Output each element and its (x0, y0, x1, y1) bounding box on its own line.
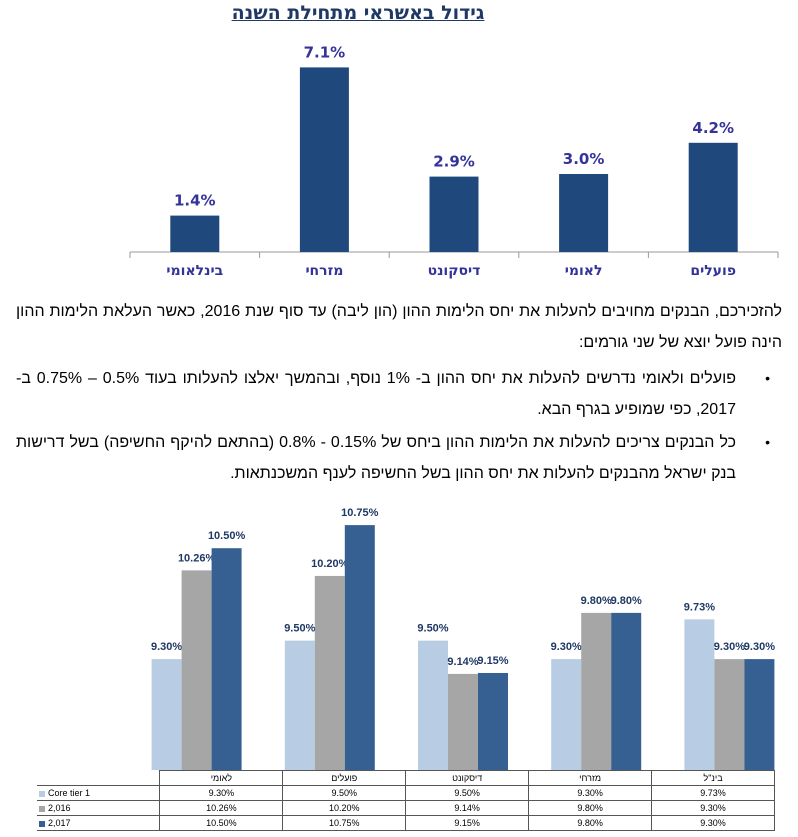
bullet-item: • פועלים ולאומי נדרשים להעלות את יחס ההו… (16, 363, 770, 425)
bar (299, 67, 349, 253)
bar (284, 640, 315, 770)
legend-entry: 2,017 (37, 815, 161, 831)
bar (581, 612, 612, 770)
bar (418, 640, 448, 770)
bar (181, 570, 212, 770)
table-cell: 9.15% (405, 815, 530, 831)
legend-swatch (39, 820, 45, 827)
credit-growth-chart: 4.2% פועלים 3.0% לאומי 2.9% דיסקונט 7.1% מזרחי 1… (129, 43, 779, 279)
table-cell: 10.26% (159, 800, 284, 816)
bar-value-label: 4.2% (692, 119, 734, 137)
bar-value-label: 2.9% (433, 153, 475, 171)
legend-label: Core tier 1 (48, 788, 91, 798)
legend-swatch (39, 805, 45, 812)
table-cell: 9.30% (159, 785, 284, 801)
category-label: לאומי (565, 263, 603, 279)
table-header-cell: בינ"ל (651, 770, 775, 786)
bar-value-label: 9.30% (714, 641, 745, 653)
table-cell: 9.80% (528, 800, 653, 816)
table-row: 2,016 10.26% 10.20% 9.14% 9.80% 9.30% (37, 800, 775, 816)
table-cell: 9.30% (651, 815, 775, 831)
bar (344, 525, 375, 770)
table-header-cell: מזרחי (528, 770, 653, 786)
bullet-list: • פועלים ולאומי נדרשים להעלות את יחס ההו… (16, 363, 782, 489)
table-cell: 10.20% (282, 800, 407, 816)
table-cell: 9.14% (405, 800, 530, 816)
table-header-cell: פועלים (282, 770, 407, 786)
bullet-icon: • (765, 434, 770, 450)
table-header-cell: לאומי (159, 770, 284, 786)
bar-value-label: 9.30% (151, 641, 182, 653)
bar (170, 215, 220, 252)
table-cell: 9.30% (651, 800, 775, 816)
bar (714, 659, 745, 770)
bar-value-label: 9.80% (581, 595, 612, 607)
bar (314, 575, 345, 770)
intro-paragraph: להזכירכם, הבנקים מחויבים להעלות את יחס ה… (16, 303, 783, 351)
bullet-text: כל הבנקים צריכים להעלות את הלימות ההון ב… (16, 434, 736, 482)
bar-value-label: 9.15% (477, 655, 508, 667)
bar-value-label: 9.73% (684, 601, 715, 613)
bar (559, 174, 609, 252)
category-label: דיסקונט (428, 263, 481, 279)
table-cell: 10.50% (159, 815, 284, 831)
bullet-text: פועלים ולאומי נדרשים להעלות את יחס ההון … (16, 370, 736, 418)
bar-value-label: 10.26% (178, 552, 216, 564)
bar (744, 659, 775, 770)
bar-value-label: 9.14% (447, 656, 478, 668)
bar-value-label: 9.50% (417, 623, 448, 635)
bullet-icon: • (765, 370, 770, 386)
chart-data-table: לאומי פועלים דיסקונט מזרחי בינ"ל Core ti… (37, 770, 775, 831)
table-cell: 10.75% (282, 815, 407, 831)
bullet-item: • כל הבנקים צריכים להעלות את הלימות ההון… (16, 427, 770, 489)
category-label: בינלאומי (166, 263, 223, 279)
bar (611, 612, 642, 770)
bar (551, 659, 582, 770)
bar (478, 672, 508, 770)
bar-value-label: 10.20% (311, 558, 349, 570)
legend-entry: Core tier 1 (37, 785, 161, 801)
bar-value-label: 10.50% (208, 530, 246, 542)
legend-label: 2,016 (48, 803, 71, 813)
table-header-row: לאומי פועלים דיסקונט מזרחי בינ"ל (37, 770, 775, 786)
table-row: Core tier 1 9.30% 9.50% 9.50% 9.30% 9.73… (37, 785, 775, 801)
bar (429, 176, 479, 252)
bar (448, 673, 478, 770)
table-cell: 9.30% (528, 785, 653, 801)
bar (688, 142, 738, 252)
bar (151, 659, 182, 770)
legend-entry: 2,016 (37, 800, 161, 816)
table-cell: 9.80% (528, 815, 653, 831)
bar-value-label: 3.0% (563, 150, 605, 168)
table-header-cell: דיסקונט (405, 770, 530, 786)
bar-value-label: 9.30% (551, 641, 582, 653)
bar (211, 548, 242, 770)
text-block: להזכירכם, הבנקים מחויבים להעלות את יחס ה… (16, 296, 782, 491)
capital-ratio-chart: 9.30% 10.26% 10.50% 9.50% 10.20% 10.75% 9.50% 9… (151, 507, 775, 770)
bar-value-label: 7.1% (304, 43, 346, 61)
bar (684, 619, 715, 770)
chart-title: גידול באשראי מתחילת השנה (231, 2, 485, 24)
table-row: 2,017 10.50% 10.75% 9.15% 9.80% 9.30% (37, 815, 775, 831)
bar-value-label: 10.75% (341, 507, 379, 519)
bar-value-label: 9.50% (284, 623, 315, 635)
table-cell: 9.73% (651, 785, 775, 801)
bar-value-label: 1.4% (174, 192, 216, 210)
table-cell: 9.50% (282, 785, 407, 801)
category-label: מזרחי (305, 263, 343, 279)
table-cell: 9.50% (405, 785, 530, 801)
legend-swatch (39, 790, 45, 797)
bar-value-label: 9.80% (611, 595, 642, 607)
legend-label: 2,017 (48, 818, 71, 828)
bar-value-label: 9.30% (744, 641, 775, 653)
category-label: פועלים (690, 263, 736, 279)
